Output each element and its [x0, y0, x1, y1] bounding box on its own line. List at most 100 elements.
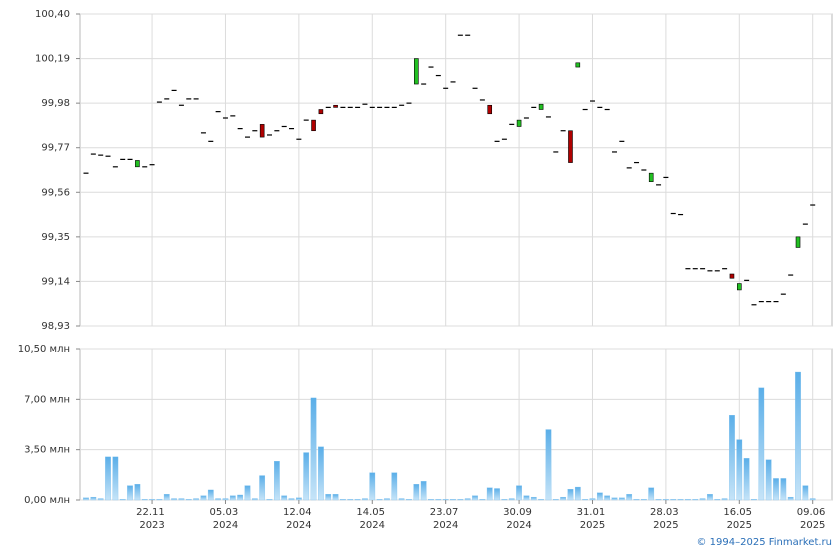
bar: [185, 499, 192, 501]
x-tick-label: 16.05 2025: [723, 507, 755, 531]
bar: [707, 494, 713, 501]
bar: [171, 498, 177, 501]
bar: [193, 498, 199, 501]
bar: [413, 484, 420, 501]
bar: [376, 499, 383, 501]
bar: [318, 446, 324, 501]
bar: [530, 496, 537, 501]
bar: [266, 499, 273, 501]
bar: [729, 415, 735, 501]
bar: [479, 499, 486, 501]
candle: [795, 236, 801, 248]
bar: [384, 498, 390, 501]
bar: [127, 485, 133, 501]
bar: [787, 496, 794, 501]
y-tick-label: 100,40: [35, 9, 70, 20]
y-tick-label: 99,14: [41, 276, 70, 287]
bar: [251, 498, 258, 501]
y-tick-label: 10,50 млн: [18, 344, 70, 355]
bar: [508, 498, 515, 501]
bar: [391, 472, 398, 501]
copyright: © 1994–2025 Finmarket.ru: [696, 537, 832, 548]
x-tick-label: 31.01 2025: [577, 507, 609, 531]
bar: [163, 494, 170, 501]
bar: [362, 498, 368, 501]
y-tick-label: 0,00 млн: [24, 495, 70, 506]
bar: [758, 387, 765, 501]
bar: [596, 492, 603, 501]
bar: [494, 488, 500, 501]
candle: [311, 119, 316, 132]
bar: [663, 499, 669, 501]
bar: [274, 461, 280, 501]
bar: [538, 499, 544, 501]
bar: [450, 499, 456, 501]
bar: [215, 498, 221, 501]
x-tick-label: 12.04 2024: [283, 507, 315, 531]
bar: [237, 494, 243, 501]
y-tick-label: 7,00 млн: [24, 394, 70, 405]
bar: [677, 499, 684, 501]
candle: [516, 119, 522, 127]
bar: [699, 498, 706, 501]
bar: [648, 487, 655, 501]
bar: [310, 397, 317, 501]
bar: [582, 499, 588, 501]
bar: [751, 499, 757, 501]
bar: [574, 486, 581, 501]
y-tick-label: 99,56: [41, 187, 70, 198]
bar: [486, 487, 493, 501]
bar: [97, 498, 104, 501]
candle: [538, 103, 544, 110]
candle: [487, 104, 493, 115]
bar: [589, 498, 596, 501]
candle: [648, 172, 654, 182]
bar: [83, 497, 89, 501]
bar: [516, 485, 522, 501]
bar: [626, 494, 633, 501]
plot-frame: [79, 13, 833, 327]
bar: [325, 494, 332, 501]
bar: [641, 499, 647, 501]
bar: [464, 498, 471, 501]
candle: [318, 109, 324, 115]
bar: [567, 489, 574, 501]
bar: [296, 497, 302, 501]
bar: [119, 499, 126, 501]
bar: [207, 489, 214, 501]
bar: [303, 452, 310, 501]
y-tick-label: 3,50 млн: [24, 445, 70, 456]
x-tick-label: 09.06 2025: [797, 507, 829, 531]
x-tick-label: 28.03 2025: [650, 507, 682, 531]
bar: [560, 496, 566, 501]
bar: [552, 499, 559, 501]
bar: [457, 499, 464, 501]
bar: [156, 499, 163, 501]
bar: [332, 494, 339, 501]
bar: [809, 498, 816, 501]
x-tick-label: 22.11 2023: [136, 507, 168, 531]
x-tick-label: 14.05 2024: [356, 507, 388, 531]
bar: [428, 499, 434, 501]
bar: [229, 495, 236, 501]
bar: [743, 458, 750, 501]
x-tick-label: 05.03 2024: [210, 507, 242, 531]
x-tick-label: 23.07 2024: [430, 507, 462, 531]
bar: [288, 498, 295, 501]
x-tick-label: 30.09 2024: [503, 507, 535, 531]
candle: [575, 62, 581, 68]
bar: [259, 475, 266, 501]
bar: [354, 499, 361, 501]
bar: [618, 497, 625, 501]
bar: [442, 499, 449, 501]
y-tick-label: 99,98: [41, 98, 70, 109]
candle: [568, 130, 573, 163]
bar: [178, 498, 185, 501]
bar: [398, 498, 405, 501]
bar: [721, 498, 728, 501]
bar: [773, 478, 779, 501]
bar: [141, 499, 148, 501]
bar: [736, 439, 743, 501]
bar: [406, 499, 412, 501]
